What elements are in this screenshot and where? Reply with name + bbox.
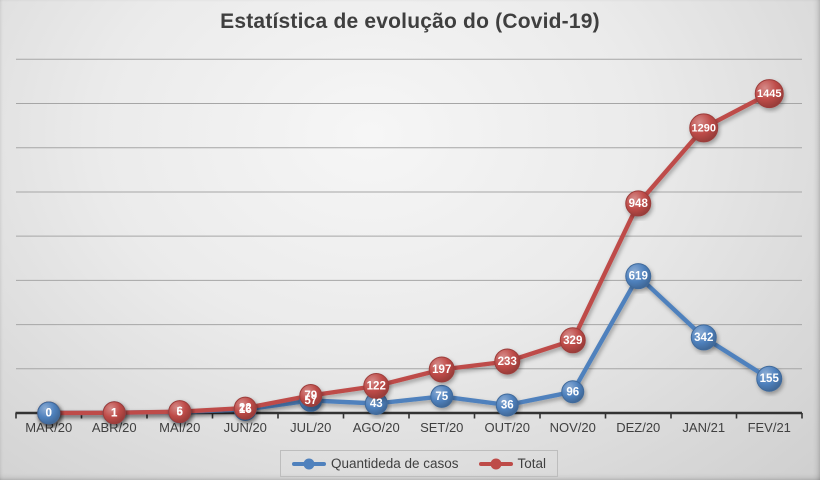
data-point-label: 57 [304, 395, 317, 407]
series-line-cases [46, 274, 772, 416]
data-point-label: 155 [760, 373, 780, 385]
series-line-total [46, 91, 772, 416]
data-point-marker [625, 263, 652, 290]
data-point-label: 79 [304, 390, 317, 402]
data-point-label: 948 [629, 198, 649, 210]
x-axis-label: AGO/20 [353, 420, 400, 435]
data-point-marker [430, 384, 454, 408]
data-point-marker [754, 79, 784, 109]
data-point-label: 1290 [692, 122, 716, 134]
data-point-marker [233, 396, 257, 420]
data-point-marker [559, 327, 586, 354]
data-point-label: 96 [566, 386, 579, 398]
data-point-marker [690, 324, 717, 351]
data-point-marker [363, 373, 390, 400]
legend-item-quantidade: Quantideda de casos [291, 456, 459, 471]
chart-legend: Quantideda de casos Total [280, 450, 558, 477]
data-point-label: 197 [432, 364, 451, 376]
data-point-label: 619 [629, 271, 648, 283]
x-axis-label: JUN/20 [224, 420, 267, 435]
x-axis-label: SET/20 [420, 420, 463, 435]
x-axis-label: DEZ/20 [616, 420, 660, 435]
data-point-label: 1 [111, 407, 118, 419]
data-point-marker [625, 190, 652, 217]
legend-label-total: Total [517, 456, 547, 471]
data-point-label: 6 [177, 406, 183, 418]
legend-marker-total-icon [478, 458, 513, 469]
chart-title: Estatística de evolução do (Covid-19) [220, 10, 600, 33]
x-axis-label: JUL/20 [290, 420, 331, 435]
x-axis-label: MAR/20 [25, 420, 72, 435]
data-point-label: 75 [435, 391, 448, 403]
data-point-marker [428, 356, 455, 383]
legend-label-cases: Quantideda de casos [330, 456, 459, 471]
data-point-label: 0 [46, 408, 52, 420]
data-point-marker [102, 401, 126, 425]
data-point-label: 43 [370, 398, 383, 410]
data-point-marker [299, 384, 323, 408]
data-point-label: 342 [694, 332, 713, 344]
data-point-marker [561, 380, 585, 404]
x-axis-label: OUT/20 [484, 420, 530, 435]
data-point-label: 329 [563, 335, 582, 347]
x-axis-label: FEV/21 [748, 420, 791, 435]
data-point-label: 122 [367, 381, 386, 393]
x-axis-label: MAI/20 [159, 420, 200, 435]
data-point-label: 0 [46, 408, 52, 420]
data-point-label: 16 [239, 404, 252, 416]
data-point-label: 36 [501, 400, 514, 412]
x-axis-label: NOV/20 [550, 420, 596, 435]
x-axis-label: JAN/21 [682, 420, 725, 435]
data-point-marker [495, 393, 519, 417]
legend-item-total: Total [478, 456, 547, 471]
data-point-marker [756, 365, 783, 392]
data-point-marker [494, 348, 521, 375]
data-point-label: 22 [239, 403, 252, 415]
data-point-label: 5 [177, 406, 184, 418]
data-point-label: 1 [111, 407, 118, 419]
x-axis-label: ABR/20 [92, 420, 137, 435]
data-point-marker [37, 401, 61, 425]
legend-marker-cases-icon [291, 458, 326, 469]
data-point-marker [689, 113, 719, 143]
data-point-label: 233 [498, 356, 517, 368]
data-point-marker [168, 400, 192, 424]
data-point-label: 1445 [757, 88, 781, 100]
